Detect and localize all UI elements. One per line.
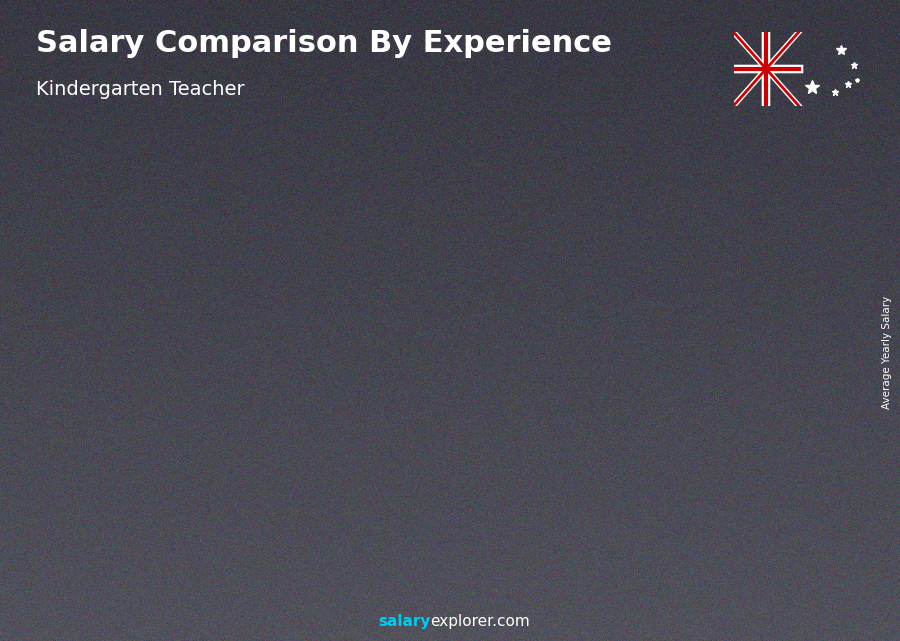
Polygon shape bbox=[735, 160, 743, 516]
Text: explorer.com: explorer.com bbox=[430, 615, 530, 629]
Polygon shape bbox=[147, 372, 213, 381]
Text: < 2 Years: < 2 Years bbox=[143, 539, 220, 554]
Text: 48,300 AUD: 48,300 AUD bbox=[259, 315, 334, 328]
Polygon shape bbox=[311, 331, 320, 516]
Text: 15 to 20: 15 to 20 bbox=[572, 539, 640, 554]
Text: Kindergarten Teacher: Kindergarten Teacher bbox=[36, 80, 245, 99]
Polygon shape bbox=[629, 186, 638, 516]
Text: 67,700 AUD: 67,700 AUD bbox=[364, 244, 440, 258]
Polygon shape bbox=[677, 169, 735, 516]
Text: +9%: +9% bbox=[531, 117, 580, 137]
Polygon shape bbox=[359, 261, 426, 270]
Polygon shape bbox=[253, 331, 320, 340]
Text: 88,300 AUD: 88,300 AUD bbox=[577, 169, 652, 183]
Text: +40%: +40% bbox=[312, 163, 375, 181]
Polygon shape bbox=[677, 160, 743, 169]
Polygon shape bbox=[418, 261, 426, 516]
Text: 95,400 AUD: 95,400 AUD bbox=[715, 144, 789, 156]
Text: 20+ Years: 20+ Years bbox=[670, 539, 753, 554]
Polygon shape bbox=[465, 212, 532, 221]
Text: +8%: +8% bbox=[637, 101, 687, 121]
Text: +20%: +20% bbox=[418, 133, 482, 152]
Text: Average Yearly Salary: Average Yearly Salary bbox=[881, 296, 892, 409]
Text: 2 to 5: 2 to 5 bbox=[264, 539, 311, 554]
Polygon shape bbox=[359, 270, 418, 516]
Polygon shape bbox=[571, 186, 638, 195]
Polygon shape bbox=[465, 221, 523, 516]
Text: 5 to 10: 5 to 10 bbox=[364, 539, 423, 554]
Text: 37,000 AUD: 37,000 AUD bbox=[136, 355, 211, 369]
Text: salary: salary bbox=[378, 615, 430, 629]
Text: 10 to 15: 10 to 15 bbox=[466, 539, 534, 554]
Polygon shape bbox=[571, 195, 629, 516]
Polygon shape bbox=[205, 372, 213, 516]
Polygon shape bbox=[147, 381, 205, 516]
Text: Salary Comparison By Experience: Salary Comparison By Experience bbox=[36, 29, 612, 58]
Text: 81,300 AUD: 81,300 AUD bbox=[471, 195, 545, 208]
Polygon shape bbox=[523, 212, 532, 516]
Text: +31%: +31% bbox=[206, 192, 269, 212]
Polygon shape bbox=[253, 340, 311, 516]
